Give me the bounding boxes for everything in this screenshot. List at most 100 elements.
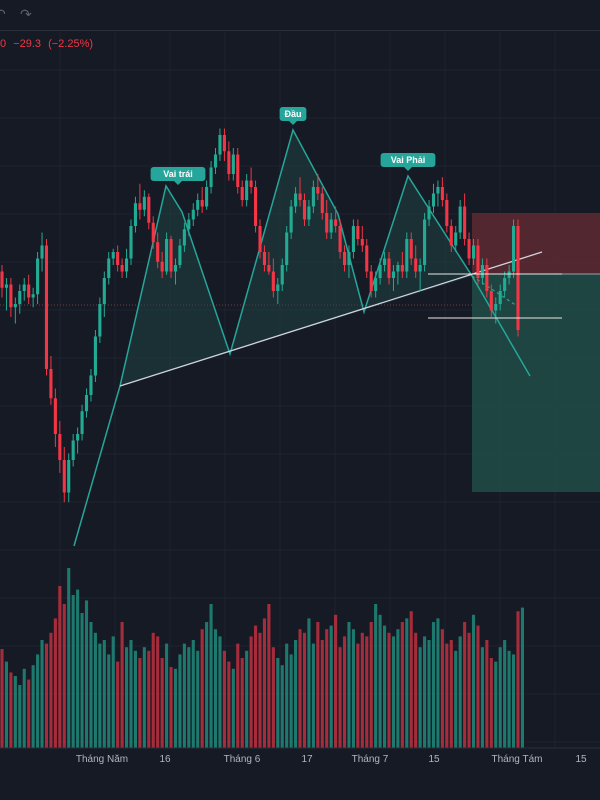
annotation-label: Vai Phải bbox=[391, 155, 426, 165]
volume-bar bbox=[80, 613, 84, 748]
volume-bar bbox=[151, 632, 155, 748]
x-tick-label: 15 bbox=[575, 754, 587, 765]
candle-body bbox=[80, 411, 84, 434]
volume-bar bbox=[489, 658, 493, 748]
volume-bar bbox=[267, 604, 271, 748]
volume-bar bbox=[494, 661, 498, 748]
volume-bar bbox=[449, 640, 453, 748]
volume-bar bbox=[240, 658, 244, 748]
candle-body bbox=[311, 187, 315, 207]
candle-body bbox=[107, 258, 111, 278]
volume-bar bbox=[227, 661, 231, 748]
volume-bar bbox=[365, 636, 369, 748]
candle-body bbox=[409, 239, 413, 259]
candle-body bbox=[200, 200, 204, 207]
candle-body bbox=[374, 278, 378, 291]
volume-bar bbox=[231, 668, 235, 748]
volume-bar bbox=[520, 607, 525, 748]
volume-bar bbox=[431, 622, 436, 748]
volume-bar bbox=[173, 668, 178, 748]
trade-zones[interactable] bbox=[472, 213, 600, 492]
annotation-pointer bbox=[404, 167, 412, 171]
volume-bar bbox=[360, 632, 364, 748]
volume-bar bbox=[414, 632, 418, 748]
price-level-lines[interactable] bbox=[428, 273, 562, 319]
volume-bar bbox=[49, 632, 53, 748]
candle-body bbox=[218, 135, 222, 155]
candle-body bbox=[369, 271, 373, 291]
candle-body bbox=[329, 219, 333, 233]
candle-body bbox=[236, 154, 240, 187]
candle-body bbox=[423, 219, 427, 265]
volume-bar bbox=[503, 640, 507, 748]
candle-body bbox=[36, 258, 40, 295]
candle-body bbox=[49, 369, 53, 399]
volume-bar bbox=[40, 640, 44, 748]
volume-bar bbox=[382, 625, 387, 748]
volume-bar bbox=[258, 632, 262, 748]
annotation-label-bg bbox=[150, 167, 206, 181]
candle-body bbox=[160, 261, 164, 272]
volume-bar bbox=[76, 589, 80, 748]
volume-bar bbox=[209, 604, 213, 748]
volume-bar bbox=[516, 611, 520, 748]
candle-body bbox=[27, 284, 31, 298]
volume-bar bbox=[307, 618, 311, 748]
candle-body bbox=[476, 245, 480, 278]
candle-body bbox=[458, 206, 462, 233]
volume-bar bbox=[418, 647, 422, 748]
candle-body bbox=[489, 291, 493, 311]
volume-bar bbox=[62, 604, 66, 748]
candle-body bbox=[253, 187, 258, 226]
candle-body bbox=[298, 193, 302, 200]
volume-bar bbox=[325, 629, 329, 748]
time-axis-bg bbox=[0, 748, 600, 800]
x-tick-label: 15 bbox=[428, 754, 440, 765]
time-axis[interactable]: Tháng Năm 16 Tháng 6 17 Tháng 7 15 Tháng Tám 15 bbox=[0, 747, 600, 800]
candle-body bbox=[249, 180, 253, 187]
volume-bar bbox=[71, 595, 75, 748]
redo-icon[interactable]: ↷ bbox=[20, 6, 32, 22]
candle-body bbox=[205, 187, 209, 207]
top-toolbar: ↶ ↷ bbox=[0, 0, 600, 31]
candle-body bbox=[405, 239, 409, 272]
volume-bar bbox=[236, 643, 240, 748]
candle-body bbox=[173, 265, 178, 272]
candle-body bbox=[454, 232, 458, 246]
candle-body bbox=[338, 226, 342, 252]
volume-bar bbox=[102, 640, 106, 748]
candle-body bbox=[503, 278, 507, 291]
candle-body bbox=[400, 265, 404, 272]
candle-body bbox=[378, 265, 382, 278]
volume-bar bbox=[338, 647, 342, 748]
candle-body bbox=[124, 258, 129, 272]
volume-bar bbox=[294, 640, 298, 748]
volume-bar bbox=[280, 665, 284, 748]
candle-body bbox=[129, 226, 133, 259]
candle-body bbox=[93, 336, 97, 376]
candle-body bbox=[102, 278, 106, 304]
volume-bar bbox=[165, 643, 169, 748]
annotations[interactable]: Vai trái Đầu Vai Phải bbox=[150, 107, 436, 185]
candle-body bbox=[480, 265, 484, 278]
volume-bar bbox=[36, 654, 40, 748]
volume-bar bbox=[498, 647, 502, 748]
candle-body bbox=[267, 265, 271, 272]
candle-body bbox=[276, 284, 280, 291]
volume-bar bbox=[423, 636, 427, 748]
candle-body bbox=[13, 304, 17, 308]
volume-bar bbox=[218, 636, 222, 748]
undo-icon[interactable]: ↶ bbox=[0, 6, 6, 23]
volume-bar bbox=[378, 614, 382, 748]
volume-bar bbox=[138, 658, 142, 748]
volume-bar bbox=[133, 650, 138, 748]
candle-body bbox=[262, 252, 267, 265]
candle-body bbox=[227, 151, 231, 174]
candle-body bbox=[356, 226, 360, 239]
annotation-label-bg bbox=[380, 153, 436, 167]
candle-body bbox=[196, 200, 200, 210]
volume-bar bbox=[67, 568, 71, 748]
candle-body bbox=[396, 265, 400, 272]
candles bbox=[0, 128, 520, 503]
